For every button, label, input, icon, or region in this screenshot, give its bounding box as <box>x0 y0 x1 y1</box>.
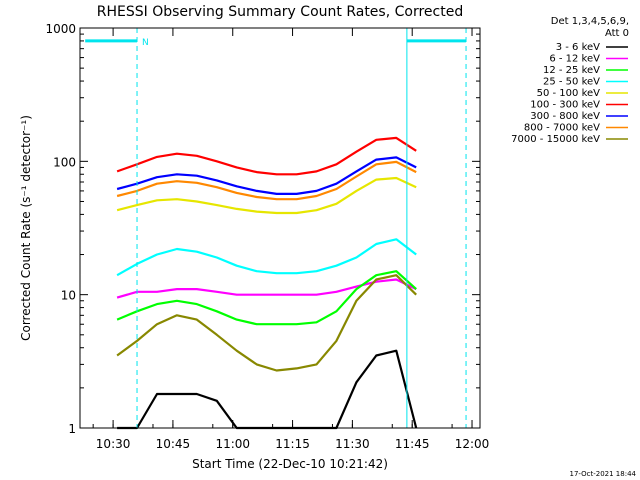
legend-header-2: Att 0 <box>605 28 629 39</box>
series-line-3 <box>116 270 417 326</box>
x-tick-label-2: 10:45 <box>156 437 191 451</box>
y-tick-label-3: 100 <box>53 155 76 169</box>
footer-timestamp: 17-Oct-2021 18:44 <box>570 470 637 478</box>
series-line-2 <box>116 278 417 299</box>
x-tick-label-3: 11:00 <box>215 437 250 451</box>
legend-label-1: 3 - 6 keV <box>556 42 600 53</box>
plot-frame <box>79 27 481 429</box>
x-tick-label-5: 11:30 <box>335 437 370 451</box>
series-line-8 <box>116 160 417 201</box>
y-axis-label: Corrected Count Rate (s⁻¹ detector⁻¹) <box>19 115 33 341</box>
series-line-7 <box>116 156 417 195</box>
x-tick-label-4: 11:15 <box>275 437 310 451</box>
legend-label-9: 7000 - 15000 keV <box>511 134 600 145</box>
y-tick-label-2: 10 <box>61 289 76 303</box>
legend-label-7: 300 - 800 keV <box>530 111 600 122</box>
x-tick-label-6: 11:45 <box>395 437 430 451</box>
x-axis-label: Start Time (22-Dec-10 10:21:42) <box>192 457 388 471</box>
legend-header-1: Det 1,3,4,5,6,9, <box>551 16 629 27</box>
x-tick-label-1: 10:30 <box>96 437 131 451</box>
y-tick-label-4: 1000 <box>45 22 76 36</box>
legend-label-6: 100 - 300 keV <box>530 100 600 111</box>
axis-layer: 10:30 10:45 11:00 11:15 11:30 11:45 12:00 1 10 10… <box>45 22 489 451</box>
legend-label-5: 50 - 100 keV <box>537 88 601 99</box>
series-line-6 <box>116 136 417 176</box>
x-tick-label-7: 12:00 <box>455 437 490 451</box>
legend-label-3: 12 - 25 keV <box>543 65 600 76</box>
legend-label-2: 6 - 12 keV <box>549 54 600 65</box>
annotation-layer: N <box>85 28 467 428</box>
series-layer <box>116 136 418 430</box>
series-line-9 <box>116 274 417 372</box>
series-line-4 <box>116 238 417 277</box>
night-marker-label: N <box>142 38 149 48</box>
chart-title: RHESSI Observing Summary Count Rates, Co… <box>97 4 463 20</box>
series-line-5 <box>116 176 417 215</box>
y-tick-label-1: 1 <box>68 422 76 436</box>
legend-label-8: 800 - 7000 keV <box>524 123 600 134</box>
legend-label-4: 25 - 50 keV <box>543 77 600 88</box>
